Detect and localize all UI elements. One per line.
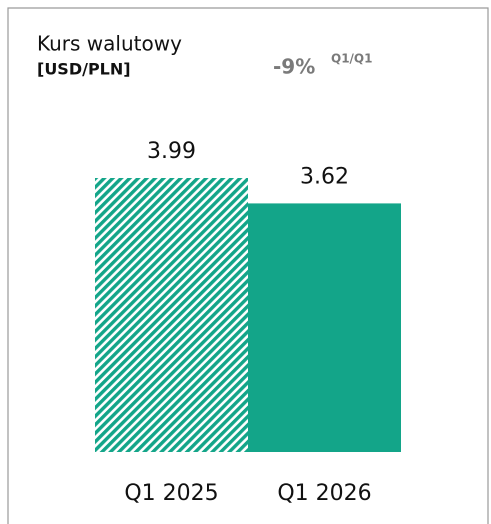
panel-border [7,7,489,524]
value-label: 3.62 [300,164,349,189]
change-value: -9% [273,55,315,79]
bar [95,178,248,452]
bar [248,203,401,452]
chart-title: Kurs walutowy [37,32,182,56]
change-period: Q1/Q1 [331,52,372,66]
value-label: 3.99 [147,139,196,164]
chart-subtitle: [USD/PLN] [37,60,131,79]
x-tick-label: Q1 2026 [277,481,371,506]
x-tick-label: Q1 2025 [124,481,218,506]
